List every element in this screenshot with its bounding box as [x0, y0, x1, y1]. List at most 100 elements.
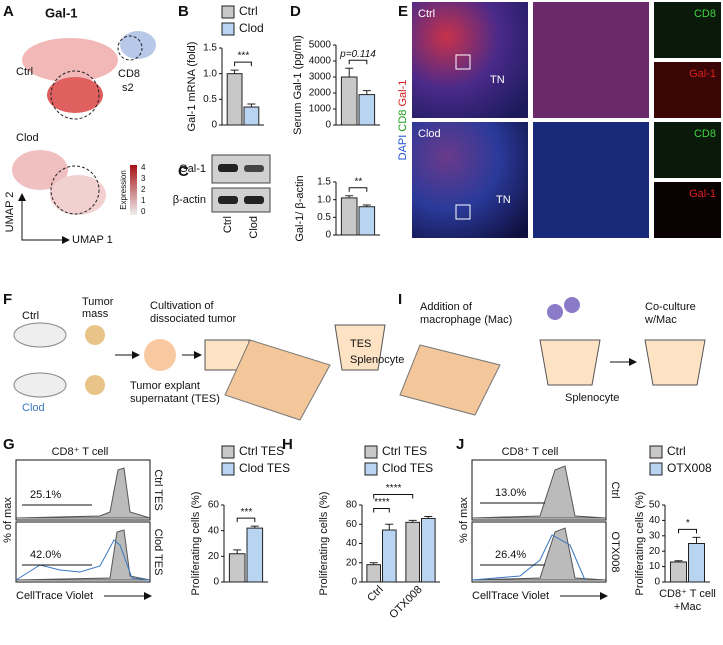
- row-label: Clod TES: [152, 529, 164, 576]
- label: s2: [122, 82, 134, 94]
- legend-label: Ctrl TES: [382, 444, 427, 458]
- y-tick-label: 40: [346, 538, 358, 549]
- bar: [688, 543, 705, 583]
- macrophage: [547, 304, 563, 320]
- micrograph: [654, 122, 721, 178]
- histogram: [15, 467, 151, 519]
- significance-bracket: [678, 528, 697, 534]
- legend-label: Clod TES: [239, 461, 290, 475]
- y-tick-label: 30: [649, 530, 661, 541]
- label: supernatant (TES): [130, 393, 220, 405]
- x-tick-label: OTX008: [387, 584, 424, 621]
- histogram: [471, 527, 607, 581]
- y-tick-label: 0: [325, 120, 331, 131]
- error-bar: [424, 516, 433, 519]
- micrograph: [654, 62, 721, 118]
- bar: [246, 527, 264, 583]
- y-tick-label: 20: [346, 557, 358, 568]
- legend-tick: 3: [141, 174, 146, 183]
- panel-label: H: [282, 436, 293, 453]
- y-tick-label: 10: [649, 561, 661, 572]
- title: Gal-1: [45, 5, 78, 20]
- error-bar: [247, 103, 256, 108]
- y-tick-label: 0: [351, 577, 357, 588]
- circle: [117, 35, 143, 61]
- significance: ***: [240, 507, 253, 518]
- y-tick-label: 60: [346, 519, 358, 530]
- title: CD8⁺ T cell: [502, 446, 559, 458]
- legend-tick: 1: [141, 196, 146, 205]
- frame: [471, 521, 607, 583]
- channel-label: CD8: [694, 128, 716, 140]
- legend-label: Ctrl: [667, 444, 686, 458]
- label: mass: [82, 308, 109, 320]
- well: [539, 339, 601, 386]
- label: Cultivation of: [150, 300, 215, 312]
- title: CD8⁺ T cell: [52, 446, 109, 458]
- y-axis-label: Serum Gal-1 (pg/ml): [292, 35, 304, 135]
- panel-i: Addition of macrophage (Mac) Co-culture …: [399, 297, 706, 416]
- legend-label: Ctrl: [239, 4, 258, 18]
- error-bar: [233, 549, 242, 554]
- label: TN: [496, 194, 511, 206]
- legend-swatch: [221, 462, 235, 476]
- legend-swatch: [364, 462, 378, 476]
- micrograph: [654, 2, 721, 58]
- legend-tick: 4: [141, 163, 146, 172]
- stain: Gal-1: [397, 80, 409, 107]
- significance-bracket: [236, 517, 256, 523]
- bar: [405, 521, 420, 583]
- significance: *: [686, 518, 691, 529]
- bar: [228, 553, 246, 583]
- panel-label: J: [456, 436, 464, 453]
- significance: p=0.114: [339, 49, 376, 60]
- band: [218, 164, 238, 172]
- panel-label: I: [398, 291, 402, 308]
- error-bar: [345, 195, 354, 198]
- panel-label: F: [3, 291, 12, 308]
- significance-bracket: [373, 508, 390, 513]
- error-bar: [362, 90, 371, 95]
- tumor: [85, 375, 105, 395]
- y-axis-label: % of max: [458, 497, 470, 543]
- lane-label: Ctrl: [222, 216, 234, 233]
- y-tick-label: 20: [208, 551, 220, 562]
- error-bar: [362, 204, 371, 207]
- x-tick-label: Ctrl: [365, 584, 386, 605]
- row-label: Ctrl: [609, 481, 621, 498]
- panel-label: E: [398, 3, 408, 20]
- channel-label: Gal-1: [689, 68, 716, 80]
- legend-label: Ctrl TES: [239, 444, 284, 458]
- histogram: [15, 539, 151, 581]
- y-tick-label: 50: [649, 500, 661, 511]
- histogram: [471, 465, 607, 519]
- label: Addition of: [420, 301, 473, 313]
- circle: [50, 165, 100, 215]
- bar: [382, 529, 397, 583]
- y-axis-label: Gal-1 mRNA (fold): [186, 42, 198, 132]
- significance: ****: [385, 483, 402, 494]
- legend-tick: 0: [141, 207, 146, 216]
- micrograph: [654, 182, 721, 238]
- plate: [224, 339, 331, 421]
- micrograph: [533, 2, 649, 118]
- bar: [340, 76, 358, 126]
- legend-label: Clod TES: [382, 461, 433, 475]
- y-tick-label: 1.0: [203, 68, 217, 79]
- frame: [15, 459, 151, 521]
- legend-swatch: [221, 5, 235, 19]
- bar: [340, 197, 358, 236]
- umap-cluster: [120, 31, 156, 59]
- y-tick-label: 3000: [309, 72, 332, 83]
- significance-bracket: [234, 61, 252, 67]
- plate: [399, 344, 501, 416]
- x-axis-label: UMAP 1: [72, 234, 113, 246]
- label: Splenocyte: [565, 392, 619, 404]
- stain-label: DAPI CD8 Gal-1: [397, 80, 409, 161]
- mouse: [13, 322, 67, 348]
- significance: **: [354, 176, 363, 187]
- label: Splenocyte: [350, 354, 404, 366]
- y-tick-label: 80: [346, 500, 358, 511]
- significance: ****: [374, 497, 391, 508]
- legend-label: OTX008: [667, 461, 712, 475]
